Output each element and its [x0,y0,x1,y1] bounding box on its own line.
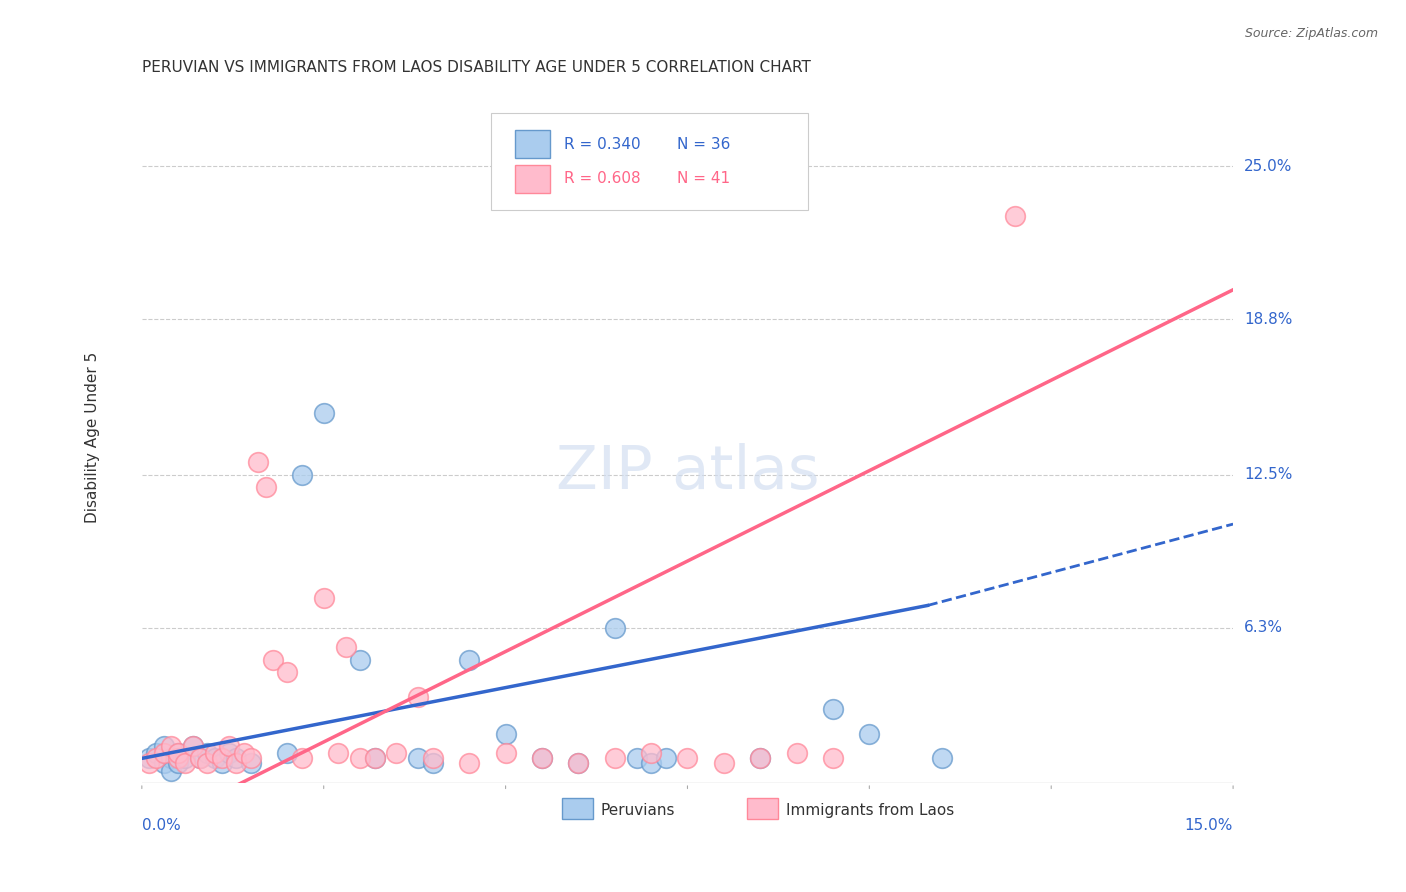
Text: Immigrants from Laos: Immigrants from Laos [786,803,953,818]
Point [276,665,298,679]
Point [495,727,517,741]
Point [1004,209,1026,223]
Point [335,640,357,655]
Point [385,747,408,761]
Point [821,751,844,765]
Text: R = 0.340: R = 0.340 [564,136,641,152]
Point [167,747,190,761]
Point [204,747,226,761]
Point [291,751,314,765]
Bar [515,130,550,158]
Point [195,747,218,761]
Text: N = 36: N = 36 [676,136,730,152]
Point [152,739,174,753]
Point [821,702,844,716]
Point [749,751,772,765]
Point [786,747,808,761]
Point [174,751,197,765]
Bar [562,798,592,819]
Point [232,747,254,761]
Text: 18.8%: 18.8% [1244,312,1292,326]
Point [328,747,350,761]
Text: N = 41: N = 41 [676,171,730,186]
Point [239,751,262,765]
Point [567,756,589,771]
Point [152,747,174,761]
Point [174,756,197,771]
Point [312,591,335,605]
Text: Peruvians: Peruvians [600,803,675,818]
Point [530,751,553,765]
Point [254,480,277,494]
Point [225,756,247,771]
Point [676,751,699,765]
Point [195,756,218,771]
Point [312,406,335,420]
Point [931,751,953,765]
Point [167,756,190,771]
Point [239,756,262,771]
Point [603,751,626,765]
Text: 0.0%: 0.0% [142,818,180,832]
Point [211,751,233,765]
Point [458,756,481,771]
Point [160,751,183,765]
Point [167,751,190,765]
Point [247,455,270,469]
Point [152,756,174,771]
Point [626,751,648,765]
Bar [515,165,550,193]
Point [363,751,385,765]
FancyBboxPatch shape [491,113,807,210]
Point [167,747,190,761]
Point [145,747,167,761]
Point [422,756,444,771]
Point [640,747,662,761]
Point [349,653,371,667]
Point [262,653,284,667]
Text: 6.3%: 6.3% [1244,620,1284,635]
Point [181,739,204,753]
Point [204,751,226,765]
Point [349,751,371,765]
Point [495,747,517,761]
Point [160,739,183,753]
Point [188,751,211,765]
Point [408,690,430,704]
Bar [748,798,778,819]
Text: Disability Age Under 5: Disability Age Under 5 [86,352,100,524]
Point [422,751,444,765]
Point [225,751,247,765]
Point [276,747,298,761]
Point [138,756,160,771]
Point [291,467,314,482]
Text: 12.5%: 12.5% [1244,467,1292,483]
Point [218,747,240,761]
Point [218,739,240,753]
Point [530,751,553,765]
Point [603,621,626,635]
Point [145,751,167,765]
Point [858,727,880,741]
Point [211,756,233,771]
Text: PERUVIAN VS IMMIGRANTS FROM LAOS DISABILITY AGE UNDER 5 CORRELATION CHART: PERUVIAN VS IMMIGRANTS FROM LAOS DISABIL… [142,60,811,75]
Text: 15.0%: 15.0% [1185,818,1233,832]
Point [458,653,481,667]
Point [713,756,735,771]
Point [749,751,772,765]
Text: Source: ZipAtlas.com: Source: ZipAtlas.com [1244,27,1378,40]
Point [181,739,204,753]
Text: 25.0%: 25.0% [1244,159,1292,174]
Point [408,751,430,765]
Point [363,751,385,765]
Point [640,756,662,771]
Point [138,751,160,765]
Text: R = 0.608: R = 0.608 [564,171,641,186]
Point [160,764,183,778]
Point [188,751,211,765]
Text: ZIP atlas: ZIP atlas [555,442,820,502]
Point [654,751,676,765]
Point [567,756,589,771]
